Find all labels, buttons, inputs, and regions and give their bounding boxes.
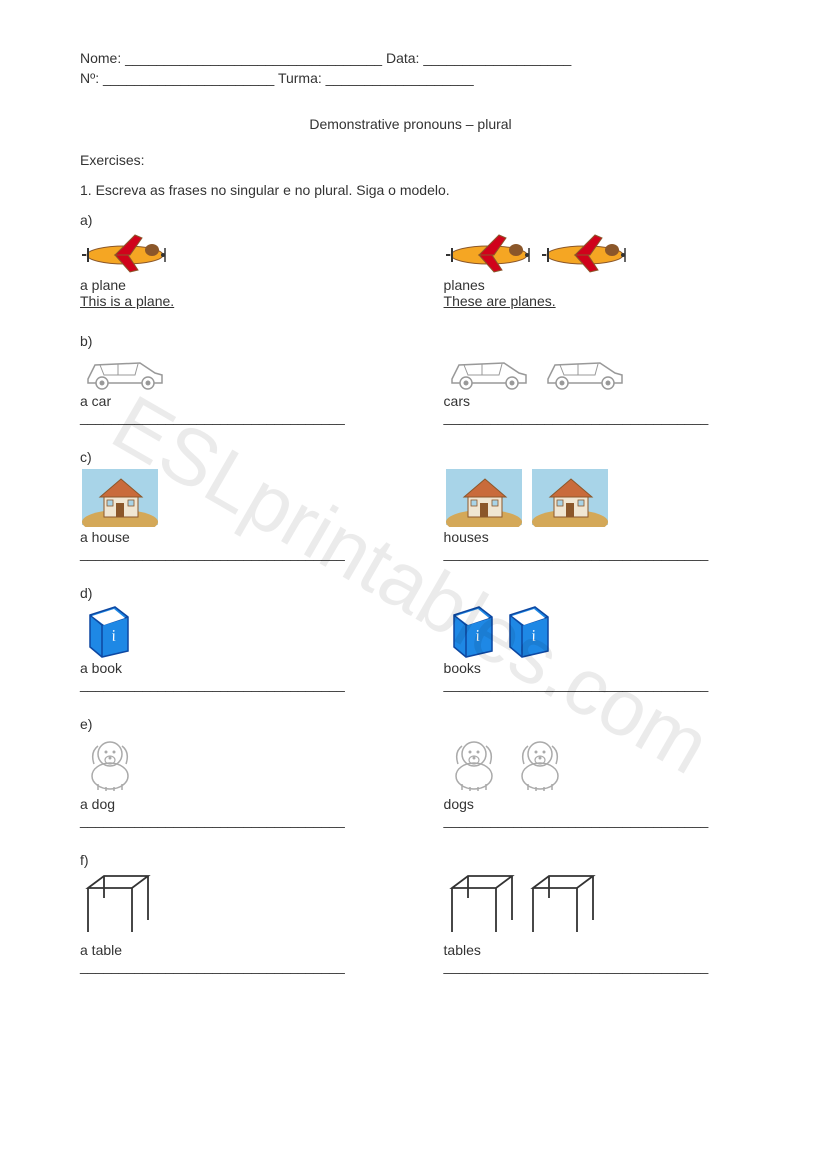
plane-icon — [80, 230, 170, 275]
item-letter-f: f) — [80, 852, 444, 868]
car-singular-blank[interactable]: __________________________________ — [80, 409, 444, 425]
dog-plural-blank[interactable]: __________________________________ — [444, 812, 741, 828]
house-plural-blank[interactable]: __________________________________ — [444, 545, 741, 561]
car-singular-label: a car — [80, 393, 444, 409]
dog-icon — [444, 734, 504, 794]
house-singular-blank[interactable]: __________________________________ — [80, 545, 444, 561]
house-icon — [530, 467, 610, 527]
car-icon — [80, 351, 170, 391]
class-blank[interactable]: ___________________ — [326, 70, 474, 86]
exercise-row-a: a) a plane This is a plane. planes These… — [80, 212, 741, 309]
dog-icon — [510, 734, 570, 794]
book-singular-blank[interactable]: __________________________________ — [80, 676, 444, 692]
table-singular-blank[interactable]: __________________________________ — [80, 958, 444, 974]
table-icon — [444, 870, 519, 940]
table-plural-label: tables — [444, 942, 741, 958]
plane-icon — [444, 230, 534, 275]
plane-singular-answer: This is a plane. — [80, 293, 444, 309]
item-letter-d: d) — [80, 585, 444, 601]
book-singular-label: a book — [80, 660, 444, 676]
house-plural-image — [444, 467, 741, 527]
plane-singular-label: a plane — [80, 277, 444, 293]
house-plural-label: houses — [444, 529, 741, 545]
dog-plural-image — [444, 734, 741, 794]
name-blank[interactable]: _________________________________ — [125, 50, 382, 66]
instruction-text: 1. Escreva as frases no singular e no pl… — [80, 182, 741, 198]
name-label: Nome: — [80, 50, 121, 66]
book-plural-image — [444, 603, 741, 658]
plane-plural-answer: These are planes. — [444, 293, 741, 309]
book-plural-blank[interactable]: __________________________________ — [444, 676, 741, 692]
book-plural-label: books — [444, 660, 741, 676]
house-singular-image — [80, 467, 444, 527]
book-icon — [80, 603, 130, 658]
dog-singular-image — [80, 734, 444, 794]
table-icon — [80, 870, 155, 940]
exercise-row-d: d) a book ______________________________… — [80, 585, 741, 692]
car-plural-image — [444, 351, 741, 391]
item-letter-a: a) — [80, 212, 444, 228]
car-plural-blank[interactable]: __________________________________ — [444, 409, 741, 425]
date-blank[interactable]: ___________________ — [423, 50, 571, 66]
dog-plural-label: dogs — [444, 796, 741, 812]
car-icon — [540, 351, 630, 391]
table-icon — [525, 870, 600, 940]
exercise-row-b: b) a car _______________________________… — [80, 333, 741, 425]
house-icon — [444, 467, 524, 527]
dog-singular-label: a dog — [80, 796, 444, 812]
car-icon — [444, 351, 534, 391]
plane-plural-image — [444, 230, 741, 275]
exercise-row-c: c) a house _____________________________… — [80, 449, 741, 561]
table-plural-blank[interactable]: __________________________________ — [444, 958, 741, 974]
plane-singular-image — [80, 230, 444, 275]
book-singular-image — [80, 603, 444, 658]
class-label: Turma: — [278, 70, 322, 86]
car-plural-label: cars — [444, 393, 741, 409]
number-label: Nº: — [80, 70, 99, 86]
header-line-2: Nº: ______________________ Turma: ______… — [80, 70, 741, 86]
book-icon — [500, 603, 550, 658]
table-plural-image — [444, 870, 741, 940]
item-letter-b: b) — [80, 333, 444, 349]
section-label: Exercises: — [80, 152, 741, 168]
number-blank[interactable]: ______________________ — [103, 70, 274, 86]
house-singular-label: a house — [80, 529, 444, 545]
header-line-1: Nome: _________________________________ … — [80, 50, 741, 66]
plane-icon — [540, 230, 630, 275]
exercise-row-e: e) a dog _______________________________… — [80, 716, 741, 828]
date-label: Data: — [386, 50, 419, 66]
exercise-row-f: f) a table _____________________________… — [80, 852, 741, 974]
dog-singular-blank[interactable]: __________________________________ — [80, 812, 444, 828]
book-icon — [444, 603, 494, 658]
plane-plural-label: planes — [444, 277, 741, 293]
item-letter-c: c) — [80, 449, 444, 465]
item-letter-e: e) — [80, 716, 444, 732]
table-singular-image — [80, 870, 444, 940]
page-title: Demonstrative pronouns – plural — [80, 116, 741, 132]
house-icon — [80, 467, 160, 527]
dog-icon — [80, 734, 140, 794]
table-singular-label: a table — [80, 942, 444, 958]
car-singular-image — [80, 351, 444, 391]
